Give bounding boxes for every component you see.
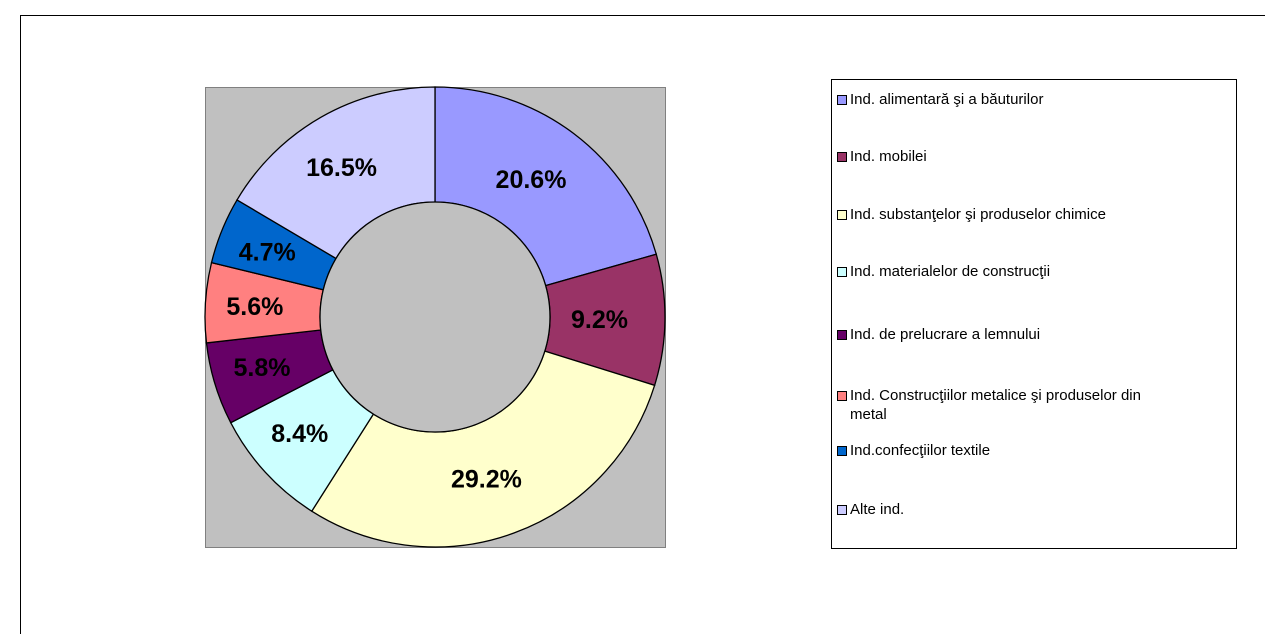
legend-swatch bbox=[837, 330, 847, 340]
legend-swatch bbox=[837, 446, 847, 456]
data-label: 5.8% bbox=[233, 354, 290, 382]
data-label: 9.2% bbox=[571, 306, 628, 334]
chart-frame bbox=[20, 15, 1265, 634]
legend-swatch bbox=[837, 152, 847, 162]
data-label: 16.5% bbox=[306, 154, 377, 182]
legend-swatch bbox=[837, 95, 847, 105]
data-label: 8.4% bbox=[271, 420, 328, 448]
data-label: 5.6% bbox=[226, 293, 283, 321]
legend-label: Ind. materialelor de construcţii bbox=[850, 263, 1051, 280]
data-label: 4.7% bbox=[239, 239, 296, 267]
legend-label: Alte ind. bbox=[850, 501, 905, 518]
legend-label: Ind. substanţelor şi produselor chimice bbox=[850, 206, 1106, 223]
legend-label: Ind. Construcţiilor metalice şi produsel… bbox=[850, 387, 1141, 423]
legend-label: Ind.confecţiilor textile bbox=[850, 442, 991, 459]
legend-swatch bbox=[837, 505, 847, 515]
legend-label: Ind. mobilei bbox=[850, 148, 927, 165]
donut-hole bbox=[319, 201, 551, 433]
legend-label: Ind. de prelucrare a lemnului bbox=[850, 326, 1041, 343]
legend-swatch bbox=[837, 391, 847, 401]
data-label: 29.2% bbox=[451, 466, 522, 494]
legend: Ind. alimentară şi a băuturilor Ind. mobi… bbox=[831, 79, 1237, 549]
legend-swatch bbox=[837, 210, 847, 220]
legend-swatch bbox=[837, 267, 847, 277]
data-label: 20.6% bbox=[496, 166, 567, 194]
legend-label: Ind. alimentară şi a băuturilor bbox=[850, 91, 1044, 108]
